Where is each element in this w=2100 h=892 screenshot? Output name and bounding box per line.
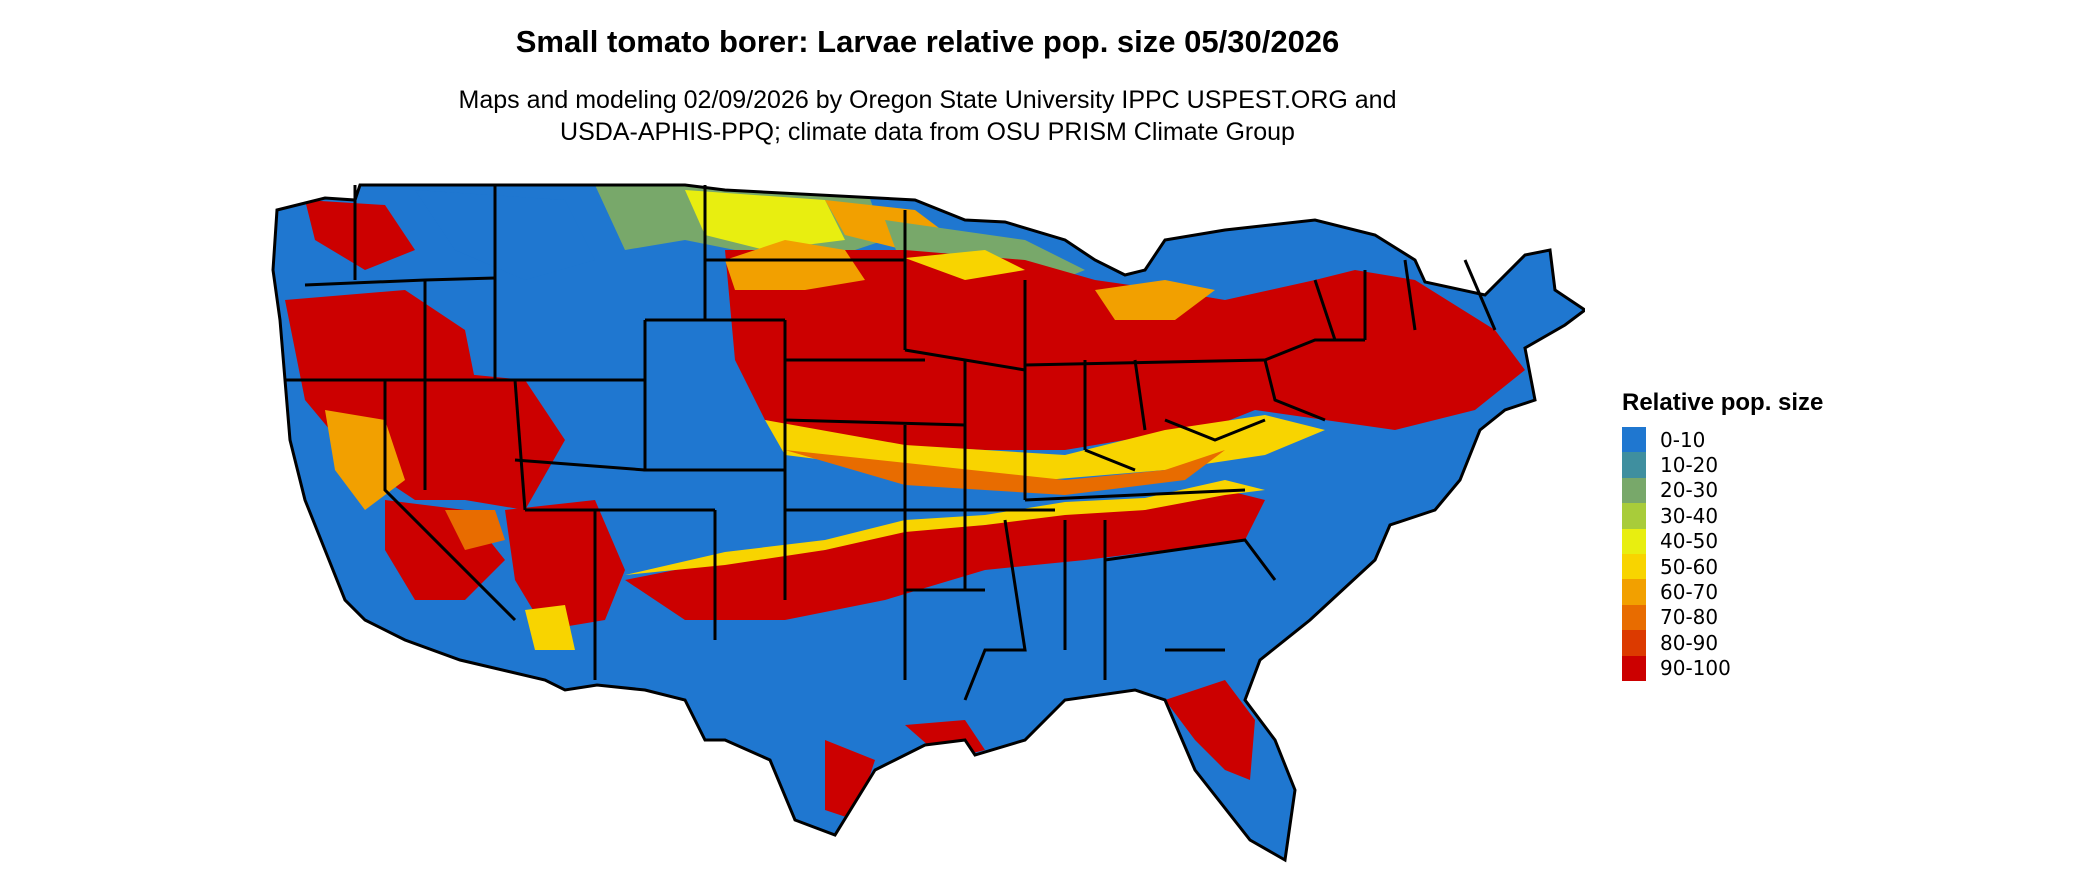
legend-item: 20-30 — [1622, 477, 1823, 504]
legend-swatch — [1622, 477, 1646, 504]
us-map — [265, 180, 1585, 890]
legend-swatch — [1622, 630, 1646, 656]
map-title: Small tomato borer: Larvae relative pop.… — [515, 24, 1340, 59]
legend-item: 0-10 — [1622, 427, 1823, 453]
subtitle-line-1: Maps and modeling 02/09/2026 by Oregon S… — [458, 86, 1397, 114]
map-subtitle: Maps and modeling 02/09/2026 by Oregon S… — [0, 84, 1855, 148]
legend-label: 80-90 — [1660, 630, 1719, 655]
legend-swatch — [1622, 528, 1646, 554]
legend: Relative pop. size 0-10 10-20 20-30 30-40 40… — [1622, 389, 1823, 681]
legend-label: 30-40 — [1660, 503, 1719, 528]
legend-label: 0-10 — [1660, 427, 1706, 452]
legend-swatch — [1622, 427, 1646, 453]
legend-label: 50-60 — [1660, 554, 1719, 579]
state-boundaries — [271, 183, 1585, 862]
legend-label: 20-30 — [1660, 478, 1719, 503]
subtitle-line-2: USDA-APHIS-PPQ; climate data from OSU PR… — [560, 118, 1295, 146]
legend-item: 70-80 — [1622, 604, 1823, 631]
legend-item: 80-90 — [1622, 630, 1823, 656]
legend-swatch — [1622, 452, 1646, 478]
legend-label: 70-80 — [1660, 605, 1719, 630]
legend-label: 60-70 — [1660, 580, 1719, 605]
legend-items: 0-10 10-20 20-30 30-40 40-50 50-60 60-70 70-80 8… — [1622, 427, 1823, 681]
legend-item: 40-50 — [1622, 528, 1823, 554]
legend-item: 60-70 — [1622, 579, 1823, 605]
legend-item: 50-60 — [1622, 553, 1823, 580]
legend-title: Relative pop. size — [1622, 389, 1824, 416]
legend-item: 10-20 — [1622, 452, 1823, 478]
us-map-svg — [271, 183, 1585, 862]
legend-item: 30-40 — [1622, 503, 1823, 529]
legend-swatch — [1622, 579, 1646, 605]
legend-label: 90-100 — [1660, 656, 1731, 681]
legend-swatch — [1622, 503, 1646, 529]
legend-swatch — [1622, 604, 1646, 631]
legend-item: 90-100 — [1622, 655, 1823, 681]
legend-label: 40-50 — [1660, 529, 1719, 554]
legend-label: 10-20 — [1660, 453, 1719, 478]
legend-swatch — [1622, 553, 1646, 580]
legend-swatch — [1622, 655, 1646, 681]
